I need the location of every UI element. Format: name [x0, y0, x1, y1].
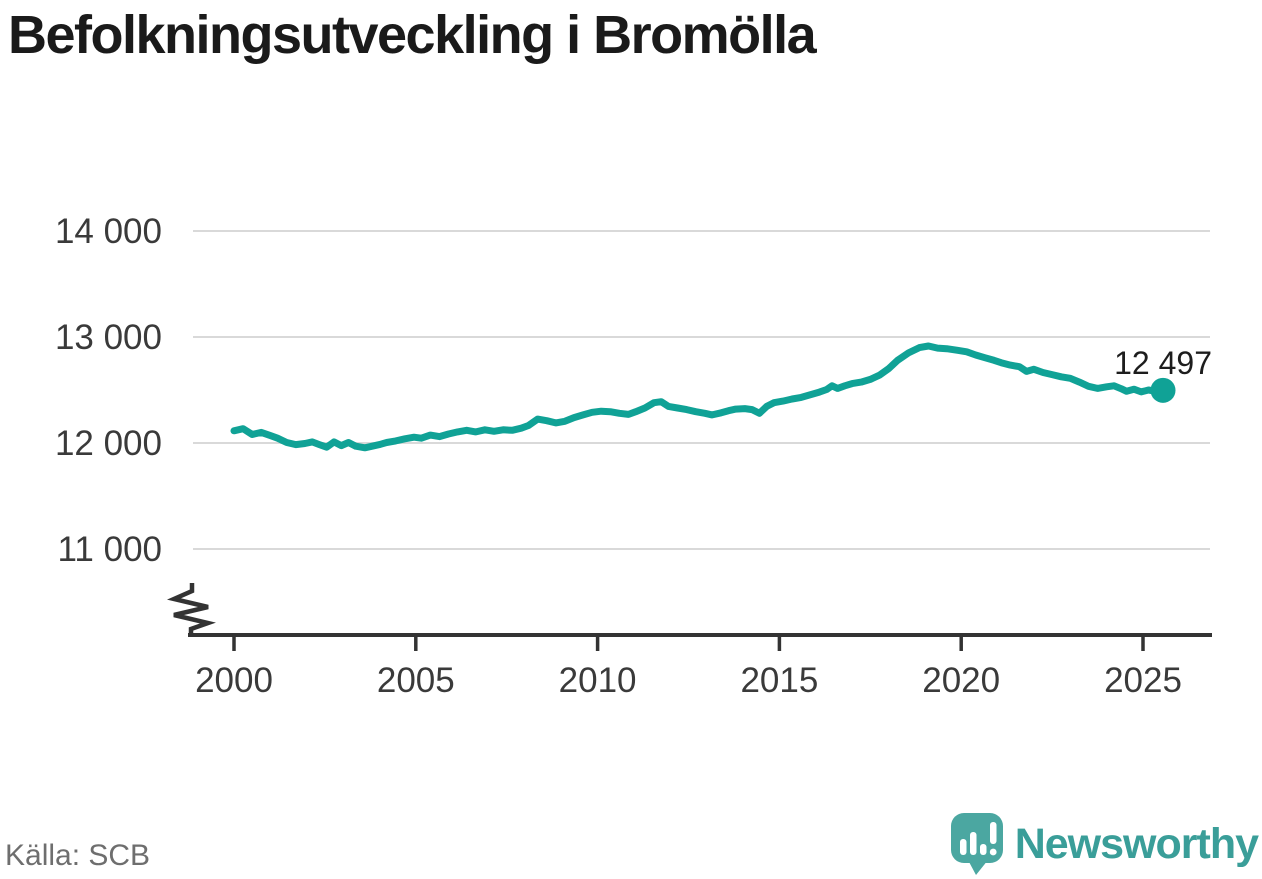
x-axis-tick-label: 2010 — [559, 661, 637, 700]
axis-break-icon — [166, 583, 216, 635]
population-line — [230, 342, 1167, 452]
source-note: Källa: SCB — [5, 839, 151, 872]
y-axis-tick-label: 14 000 — [55, 212, 162, 251]
newsworthy-logo-icon — [950, 813, 1003, 875]
x-axis-tick-label: 2015 — [740, 661, 818, 700]
newsworthy-logo: Newsworthy — [950, 812, 1259, 876]
x-axis-tick-label: 2005 — [377, 661, 455, 700]
newsworthy-logo-text: Newsworthy — [1014, 819, 1259, 868]
x-axis-tick-label: 2020 — [922, 661, 1000, 700]
y-axis-tick-label: 13 000 — [55, 318, 162, 357]
x-axis-tick-label: 2000 — [195, 661, 273, 700]
chart-title: Befolkningsutveckling i Bromölla — [8, 5, 817, 65]
y-axis-tick-label: 11 000 — [58, 530, 162, 569]
x-axis-tick-label: 2025 — [1104, 661, 1182, 700]
latest-value-label: 12 497 — [1114, 345, 1212, 381]
y-axis-tick-label: 12 000 — [55, 424, 162, 463]
latest-point-marker — [1150, 377, 1176, 403]
